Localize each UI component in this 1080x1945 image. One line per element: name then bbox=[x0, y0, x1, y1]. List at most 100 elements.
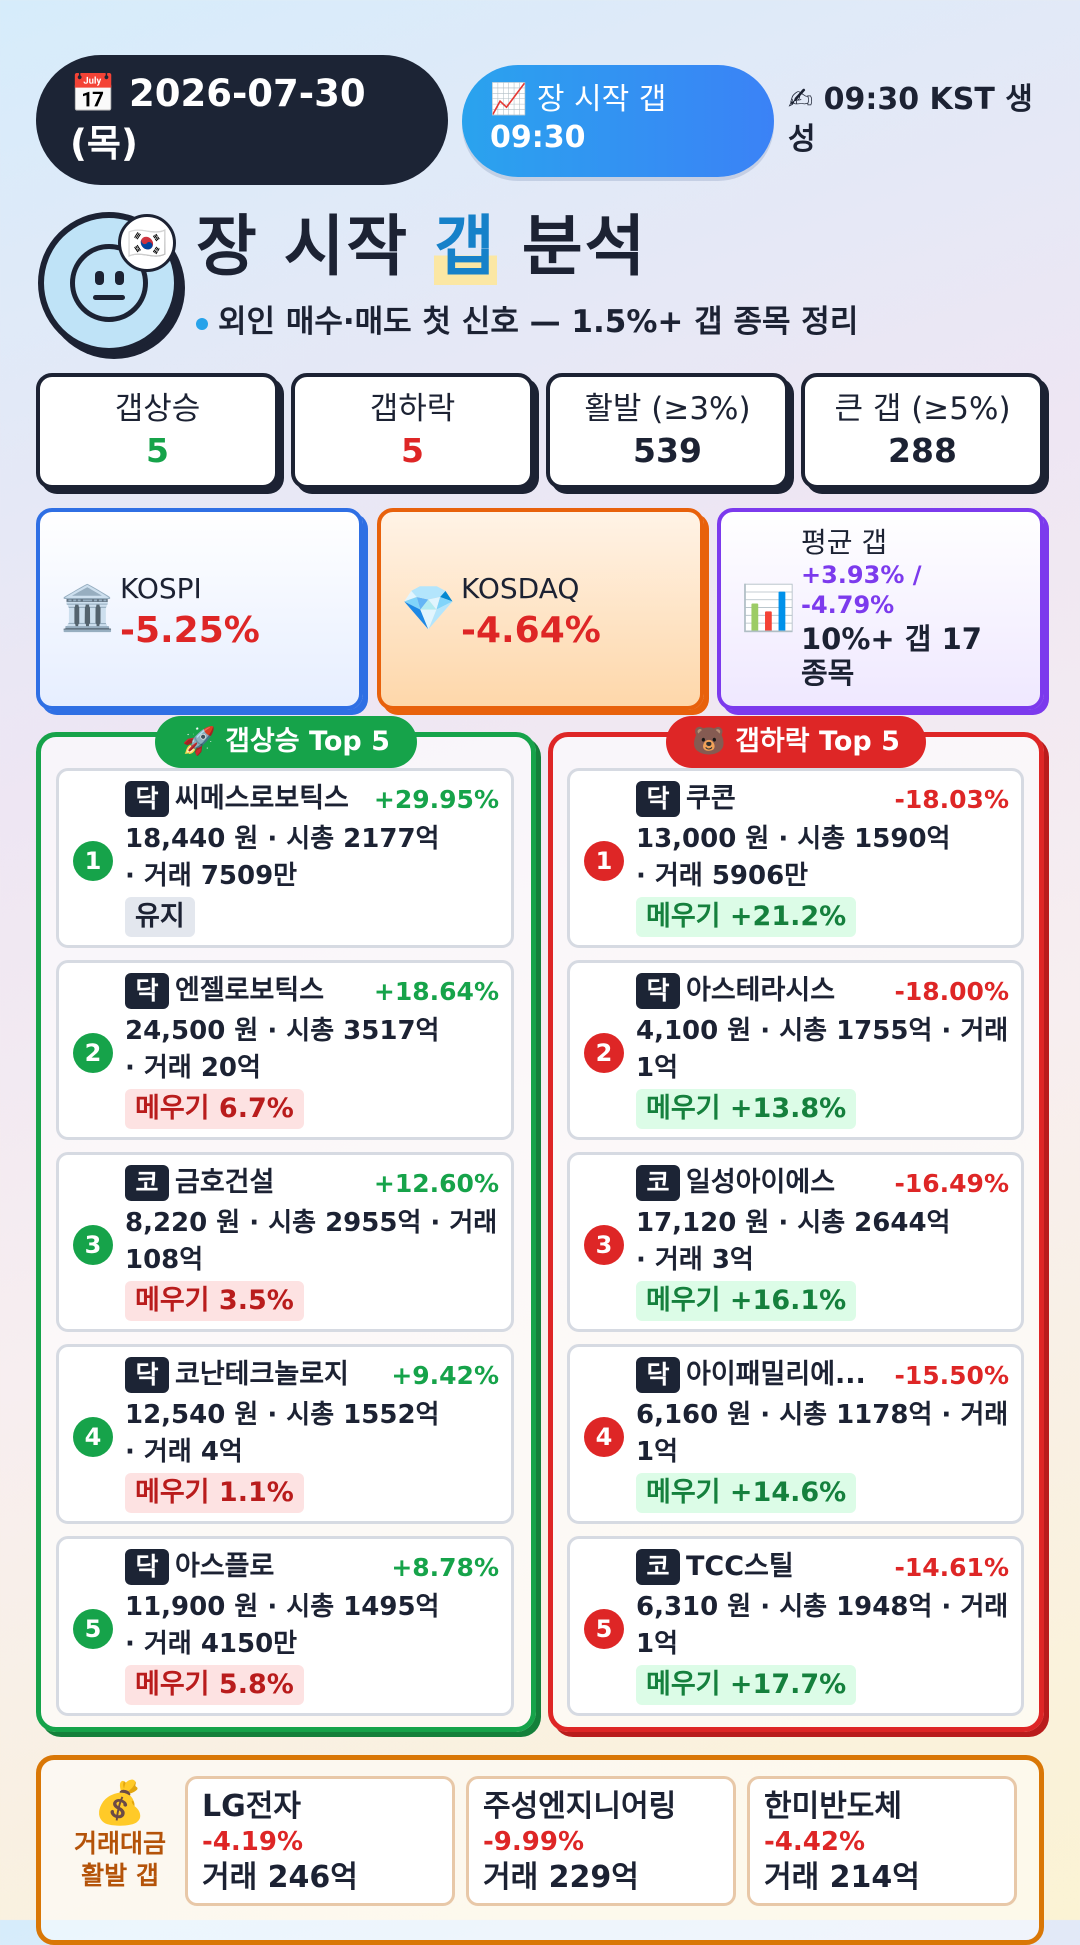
stock-card[interactable]: 1 닥 씨메스로보틱스 +29.95% 18,440 원 · 시총 2177억 · 거래 … bbox=[56, 768, 514, 948]
calendar-icon: 📅 bbox=[70, 72, 117, 115]
stock-name: 코난테크놀로지 bbox=[175, 1359, 349, 1390]
stock-details: 8,220 원 · 시총 2955억 · 거래 108억 bbox=[125, 1208, 498, 1275]
date-text: 2026-07-30 bbox=[128, 72, 366, 115]
volume-card-name: 한미반도체 bbox=[764, 1789, 902, 1824]
stat-label: 갭하락 bbox=[369, 391, 456, 427]
market-open-label: 장 시작 갭 bbox=[536, 82, 667, 117]
avg-gap-down: -4.79% bbox=[801, 591, 895, 619]
stock-card[interactable]: 2 닥 아스테라시스 -18.00% 4,100 원 · 시총 1755억 · 거래 1억… bbox=[567, 960, 1024, 1140]
rank-badge: 4 bbox=[73, 1417, 113, 1457]
stock-details: 4,100 원 · 시총 1755억 · 거래 1억 bbox=[636, 1016, 1009, 1083]
gap-percent: +29.95% bbox=[373, 785, 499, 814]
rocket-icon: 🚀 bbox=[182, 726, 216, 757]
generated-text: 09:30 KST 생성 bbox=[788, 82, 1033, 157]
stat-value: 5 bbox=[146, 431, 169, 470]
stock-details: 12,540 원 · 시총 1552억 · 거래 4억 bbox=[125, 1400, 440, 1467]
page-subtitle: 외인 매수·매도 첫 신호 — 1.5%+ 갭 종목 정리 bbox=[196, 300, 858, 344]
rank-badge: 5 bbox=[584, 1609, 624, 1649]
avg-gap-label: 평균 갭 bbox=[801, 526, 888, 559]
gem-icon: 💎 bbox=[401, 583, 456, 634]
kosdaq-label: KOSDAQ bbox=[461, 572, 580, 605]
active-volume-label: 거래대금 활발 갭 bbox=[73, 1829, 166, 1890]
market-badge: 닥 bbox=[636, 973, 680, 1009]
stat-big-gap: 큰 갭 (≥5%) 288 bbox=[801, 373, 1044, 489]
generated-time: ✍ 09:30 KST 생성 bbox=[788, 80, 1058, 160]
stat-value: 5 bbox=[401, 431, 424, 470]
stock-name: 쿠콘 bbox=[686, 783, 736, 814]
stock-card[interactable]: 2 닥 엔젤로보틱스 +18.64% 24,500 원 · 시총 3517억 · 거래 2… bbox=[56, 960, 514, 1140]
stat-label: 큰 갭 (≥5%) bbox=[834, 391, 1011, 427]
stock-name: 일성아이에스 bbox=[686, 1167, 836, 1198]
fill-status-tag: 메우기 +21.2% bbox=[636, 897, 857, 937]
stock-name: 아이패밀리에... bbox=[686, 1359, 866, 1390]
bullet-dot-icon bbox=[196, 317, 208, 330]
kosdaq-card: 💎 KOSDAQ -4.64% bbox=[377, 508, 704, 710]
korea-flag-icon: 🇰🇷 bbox=[118, 214, 176, 272]
stock-card[interactable]: 5 코 TCC스틸 -14.61% 6,310 원 · 시총 1948억 · 거래 1억 메… bbox=[567, 1536, 1024, 1716]
fill-status-tag: 메우기 3.5% bbox=[125, 1281, 304, 1321]
stock-name: TCC스틸 bbox=[686, 1551, 794, 1582]
stock-card[interactable]: 4 닥 코난테크놀로지 +9.42% 12,540 원 · 시총 1552억 · 거래 4… bbox=[56, 1344, 514, 1524]
market-badge: 코 bbox=[636, 1549, 680, 1585]
stock-name: 아스테라시스 bbox=[686, 975, 836, 1006]
volume-card-pct: -9.99% bbox=[483, 1827, 584, 1857]
money-bag-icon: 💰 bbox=[93, 1778, 147, 1827]
volume-card[interactable]: LG전자 -4.19% 거래 246억 bbox=[185, 1776, 455, 1906]
stock-details: 18,440 원 · 시총 2177억 · 거래 7509만 bbox=[125, 824, 440, 891]
gap-percent: +8.78% bbox=[391, 1553, 499, 1582]
stock-card[interactable]: 3 코 금호건설 +12.60% 8,220 원 · 시총 2955억 · 거래 108억… bbox=[56, 1152, 514, 1332]
market-open-time: 09:30 bbox=[490, 120, 586, 155]
volume-card-name: 주성엔지니어링 bbox=[483, 1789, 677, 1824]
rank-badge: 2 bbox=[73, 1033, 113, 1073]
title-prefix: 장 시작 bbox=[196, 208, 435, 285]
stock-details: 11,900 원 · 시총 1495억 · 거래 4150만 bbox=[125, 1592, 440, 1659]
market-badge: 닥 bbox=[636, 1357, 680, 1393]
avg-gap-up: +3.93% / bbox=[801, 561, 922, 589]
rank-badge: 3 bbox=[73, 1225, 113, 1265]
stock-details: 24,500 원 · 시총 3517억 · 거래 20억 bbox=[125, 1016, 440, 1083]
gap-percent: -18.00% bbox=[894, 977, 1009, 1006]
market-badge: 닥 bbox=[636, 781, 680, 817]
volume-card-pct: -4.42% bbox=[764, 1827, 865, 1857]
date-pill: 📅 2026-07-30 (목) bbox=[36, 55, 448, 185]
volume-card[interactable]: 한미반도체 -4.42% 거래 214억 bbox=[747, 1776, 1017, 1906]
stat-active: 활발 (≥3%) 539 bbox=[546, 373, 789, 489]
market-badge: 코 bbox=[125, 1165, 169, 1201]
fill-status-tag: 메우기 5.8% bbox=[125, 1665, 304, 1705]
market-badge: 닥 bbox=[125, 973, 169, 1009]
gap-up-panel-title: 🚀 갭상승 Top 5 bbox=[155, 716, 417, 768]
gap-percent: -18.03% bbox=[894, 785, 1009, 814]
rank-badge: 5 bbox=[73, 1609, 113, 1649]
rank-badge: 4 bbox=[584, 1417, 624, 1457]
gap-percent: -14.61% bbox=[894, 1553, 1009, 1582]
kospi-value: -5.25% bbox=[120, 610, 260, 651]
stock-name: 금호건설 bbox=[175, 1167, 275, 1198]
writing-hand-icon: ✍ bbox=[788, 82, 814, 117]
volume-card-value: 거래 246억 bbox=[202, 1860, 358, 1895]
stock-card[interactable]: 3 코 일성아이에스 -16.49% 17,120 원 · 시총 2644억 · 거래 3… bbox=[567, 1152, 1024, 1332]
title-suffix: 분석 bbox=[496, 208, 648, 285]
stat-label: 활발 (≥3%) bbox=[584, 391, 751, 427]
fill-status-tag: 메우기 6.7% bbox=[125, 1089, 304, 1129]
fill-status-tag: 메우기 +13.8% bbox=[636, 1089, 857, 1129]
volume-card-name: LG전자 bbox=[202, 1789, 301, 1824]
stat-gap-down: 갭하락 5 bbox=[291, 373, 534, 489]
rank-badge: 2 bbox=[584, 1033, 624, 1073]
market-badge: 닥 bbox=[125, 1357, 169, 1393]
gap-percent: -15.50% bbox=[894, 1361, 1009, 1390]
volume-card[interactable]: 주성엔지니어링 -9.99% 거래 229억 bbox=[466, 1776, 736, 1906]
stock-card[interactable]: 5 닥 아스플로 +8.78% 11,900 원 · 시총 1495억 · 거래 4150… bbox=[56, 1536, 514, 1716]
market-badge: 닥 bbox=[125, 781, 169, 817]
stock-details: 6,310 원 · 시총 1948억 · 거래 1억 bbox=[636, 1592, 1009, 1659]
weekday-text: (목) bbox=[70, 122, 138, 165]
rank-badge: 3 bbox=[584, 1225, 624, 1265]
stock-card[interactable]: 4 닥 아이패밀리에... -15.50% 6,160 원 · 시총 1178억 · 거… bbox=[567, 1344, 1024, 1524]
stock-details: 13,000 원 · 시총 1590억 · 거래 5906만 bbox=[636, 824, 951, 891]
gap-percent: +18.64% bbox=[373, 977, 499, 1006]
bear-icon: 🐻 bbox=[692, 726, 726, 757]
stock-card[interactable]: 1 닥 쿠콘 -18.03% 13,000 원 · 시총 1590억 · 거래 5906만… bbox=[567, 768, 1024, 948]
stat-value: 539 bbox=[633, 431, 702, 470]
volume-card-pct: -4.19% bbox=[202, 1827, 303, 1857]
market-badge: 코 bbox=[636, 1165, 680, 1201]
gap-percent: +9.42% bbox=[391, 1361, 499, 1390]
